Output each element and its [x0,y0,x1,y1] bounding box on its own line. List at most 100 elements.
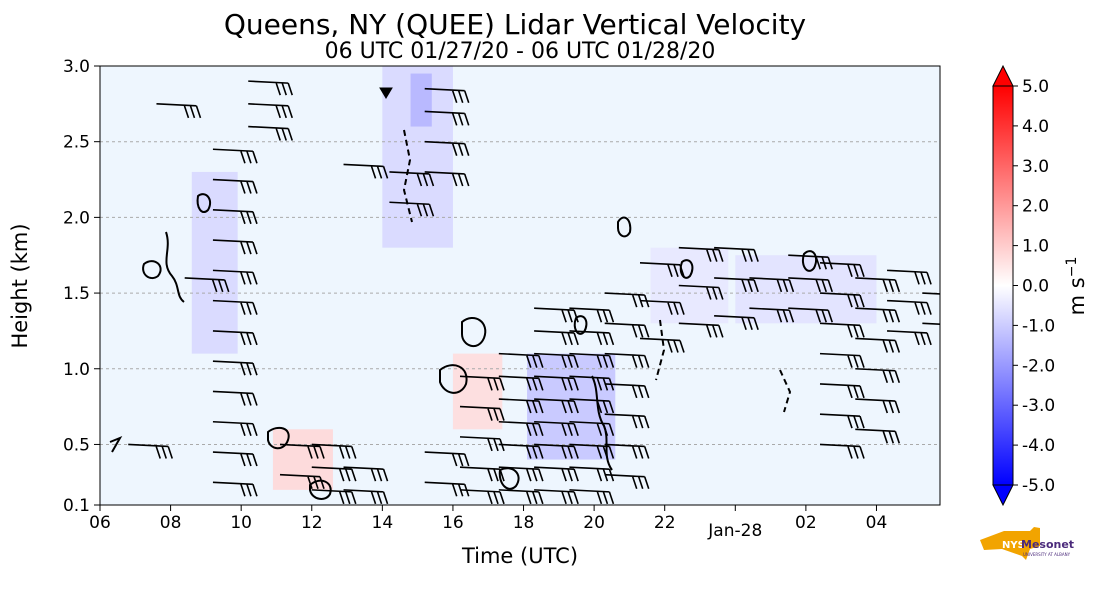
wind-barb [534,443,579,459]
y-tick-label: 3.0 [63,57,90,77]
wind-barb [819,383,865,399]
wind-barb [678,322,724,338]
wind-barb [887,299,932,315]
chart-title: Queens, NY (QUEE) Lidar Vertical Velocit… [224,8,806,41]
wind-barb [156,103,202,119]
wind-barb [459,375,505,391]
x-tick-label: 20 [583,513,605,533]
wind-barb [819,413,865,429]
wind-barb [212,390,258,406]
contour-line [461,317,487,348]
colorbar-tick-label: 0.0 [1022,277,1049,297]
wind-barb [534,420,579,436]
new-york-state-icon [980,527,1040,560]
velocity-patch [272,429,333,490]
contour-line [591,375,613,471]
wind-barb [855,337,901,353]
wind-barb [424,140,470,156]
wind-barb [389,171,435,187]
colorbar-label: m s−1 [1064,257,1089,316]
wind-barb [639,337,685,353]
wind-barb [534,307,579,323]
colorbar-scale [992,85,1014,486]
wind-barb [212,451,258,467]
wind-barb [184,277,230,293]
wind-barb [604,413,650,429]
wind-barbs [128,80,940,505]
logo-name: Mesonet [1021,538,1074,551]
wind-barb [788,307,833,323]
contour-line [379,87,393,99]
wind-barb [534,466,579,482]
wind-barb [534,330,579,346]
wind-barb [922,292,940,295]
wind-barb [459,489,505,505]
y-axis-label: Height (km) [8,223,32,348]
wind-barb [534,352,579,368]
velocity-patch [191,171,238,354]
wind-barb [819,261,865,278]
x-tick-label: 16 [442,513,464,533]
wind-barb [498,375,544,391]
velocity-patch [735,255,877,324]
velocity-patch [527,353,616,460]
y-tick-label: 2.5 [63,133,90,153]
wind-barb [569,352,615,368]
contour-line [309,479,332,500]
grid-lines [100,141,940,445]
contour-line [142,260,162,280]
wind-barb [604,473,650,489]
wind-barb [498,352,544,368]
plot-area: 06 08 10 12 14 16 18 20 22 Jan-28 02 04 0.1 0.5 1.0 1.… [63,57,941,541]
wind-barb [714,246,759,262]
y-axis: 0.1 0.5 1.0 1.5 2.0 2.5 3.0 [63,57,100,516]
colorbar-tick-label: -3.0 [1022,396,1055,416]
wind-barb [534,398,579,414]
logo-text: NYS [1002,540,1025,551]
contour-line [402,129,413,223]
wind-barb [819,322,865,338]
wind-barb [248,80,293,96]
wind-barb [212,178,258,194]
wind-barb [534,375,579,391]
wind-barb [248,125,293,141]
wind-barb [714,277,759,293]
x-axis: 06 08 10 12 14 16 18 20 22 Jan-28 02 04 [89,505,887,541]
contour-line [655,319,666,381]
colorbar-tick-label: -4.0 [1022,436,1055,456]
wind-barb [279,473,325,489]
wind-barb [714,314,759,331]
contour-line [196,193,212,214]
wind-barb [604,443,650,459]
contour-line [267,426,290,450]
wind-barb [424,451,470,467]
velocity-field [191,66,877,490]
wind-barb [311,443,357,459]
contour-line [617,216,632,238]
x-tick-label: 12 [301,513,323,533]
wind-barb [498,489,544,505]
contour-line [573,315,588,335]
wind-barb [212,360,258,376]
wind-barb [311,489,357,505]
x-tick-label: Jan-28 [707,521,762,541]
wind-barb [424,171,470,187]
contour-line [498,467,520,490]
wind-barb [498,420,544,436]
logo-subtitle: UNIVERSITY AT ALBANY [1023,552,1071,557]
wind-barb [212,299,258,315]
wind-barb [819,292,865,308]
wind-barb [569,307,615,323]
wind-barb [678,246,724,262]
wind-barb [855,277,901,293]
wind-barb [424,110,470,126]
plot-frame [99,65,941,506]
wind-barb [498,398,544,414]
y-tick-label: 1.5 [63,284,90,304]
colorbar-tick-label: 4.0 [1022,117,1049,137]
contour-line [679,259,694,279]
colorbar-tick-label: -5.0 [1022,476,1055,496]
wind-barb [604,383,650,399]
wind-barb [604,352,650,368]
